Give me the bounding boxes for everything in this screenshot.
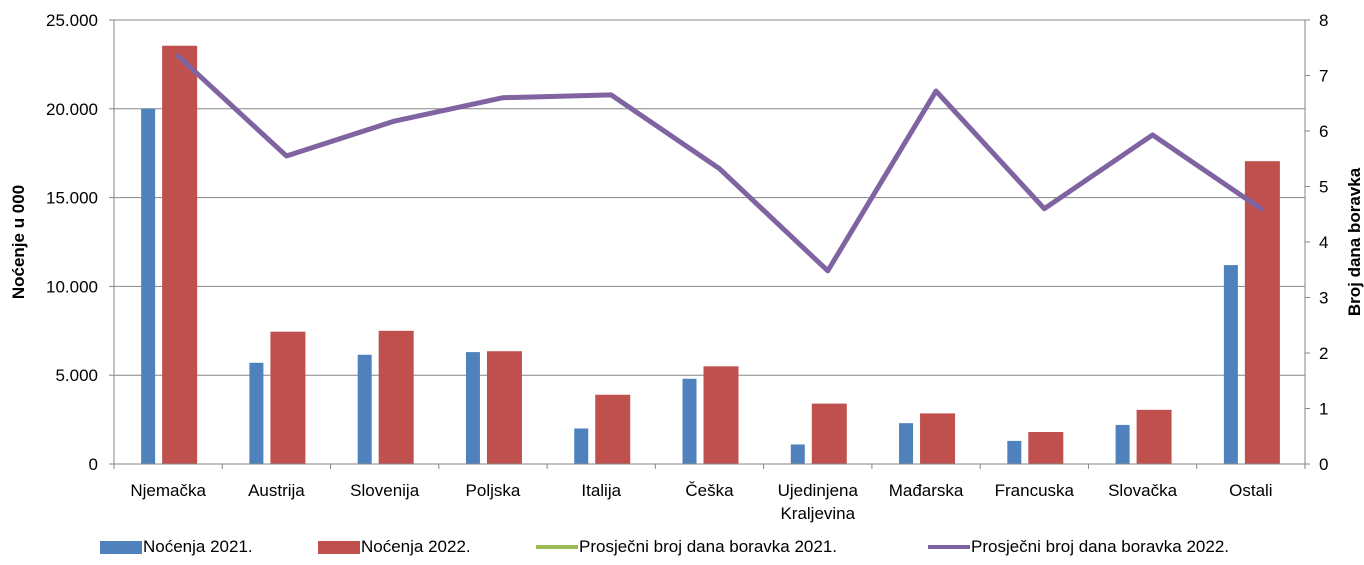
right-tick-label: 7 bbox=[1319, 67, 1328, 86]
bar-2022 bbox=[486, 351, 522, 464]
bar-2022 bbox=[595, 394, 631, 464]
right-tick-label: 4 bbox=[1319, 233, 1328, 252]
x-tick-label-line: Francuska bbox=[995, 481, 1075, 500]
bar-2022 bbox=[270, 331, 306, 464]
legend-label-nocenja-2022: Noćenja 2022. bbox=[361, 537, 471, 556]
bar-2021 bbox=[899, 423, 914, 464]
x-tick-label-line: Mađarska bbox=[889, 481, 964, 500]
legend-item-boravak-2022: Prosječni broj dana boravka 2022. bbox=[928, 537, 1229, 557]
x-tick-label: Ostali bbox=[1229, 481, 1272, 500]
x-tick-label-line: Ujedinjena bbox=[778, 481, 859, 500]
x-tick-label-line: Slovačka bbox=[1108, 481, 1178, 500]
bar-2021 bbox=[1007, 440, 1022, 464]
x-tick-label: Češka bbox=[685, 481, 734, 500]
bar-2021 bbox=[249, 362, 264, 464]
bars bbox=[141, 45, 1280, 465]
right-tick-label: 8 bbox=[1319, 11, 1328, 30]
gridlines bbox=[114, 19, 1305, 376]
y-axis-title: Noćenje u 000 bbox=[9, 185, 28, 299]
left-tick-label: 15.000 bbox=[46, 189, 98, 208]
legend: Noćenja 2021. Noćenja 2022. Prosječni br… bbox=[0, 537, 1364, 563]
right-tick-label: 0 bbox=[1319, 455, 1328, 474]
left-axis-ticks: 0 5.000 10.000 15.000 20.000 25.000 bbox=[46, 11, 114, 474]
x-tick-label-line: Slovenija bbox=[350, 481, 420, 500]
legend-item-boravak-2021: Prosječni broj dana boravka 2021. bbox=[536, 537, 837, 557]
x-tick-label-line: Kraljevina bbox=[780, 504, 855, 523]
bar-2021 bbox=[1115, 424, 1130, 464]
left-tick-label: 5.000 bbox=[55, 366, 98, 385]
x-tick-label: Francuska bbox=[995, 481, 1075, 500]
x-tick-label: Poljska bbox=[466, 481, 521, 500]
bar-2021 bbox=[357, 354, 372, 464]
bar-2022 bbox=[1136, 409, 1172, 464]
bar-2021 bbox=[574, 428, 589, 464]
left-tick-label: 0 bbox=[89, 455, 98, 474]
x-tick-label: Ujedinjena Kraljevina bbox=[778, 481, 859, 523]
x-tick-label-line: Poljska bbox=[466, 481, 521, 500]
x-tick-label: Mađarska bbox=[889, 481, 964, 500]
x-tick-label-line: Ostali bbox=[1229, 481, 1272, 500]
legend-label-boravak-2022: Prosječni broj dana boravka 2022. bbox=[971, 537, 1229, 556]
x-tick-label-line: Češka bbox=[685, 481, 734, 500]
bar-2021 bbox=[141, 108, 156, 465]
bar-2021 bbox=[1223, 265, 1238, 464]
right-axis-ticks: 0 1 2 3 4 5 6 7 8 bbox=[1305, 11, 1328, 474]
right-tick-label: 5 bbox=[1319, 178, 1328, 197]
right-tick-label: 2 bbox=[1319, 344, 1328, 363]
left-tick-label: 25.000 bbox=[46, 11, 98, 30]
y2-axis-title: Broj dana boravka bbox=[1345, 167, 1364, 316]
right-tick-label: 6 bbox=[1319, 122, 1328, 141]
legend-swatch-boravak-2022 bbox=[928, 545, 970, 549]
x-tick-label: Slovačka bbox=[1108, 481, 1178, 500]
x-tick-label-line: Italija bbox=[581, 481, 621, 500]
line-series bbox=[175, 53, 1264, 274]
x-tick-label-line: Austrija bbox=[248, 481, 305, 500]
legend-swatch-nocenja-2021 bbox=[100, 540, 142, 554]
legend-swatch-nocenja-2022 bbox=[318, 540, 360, 554]
x-tick-label: Njemačka bbox=[130, 481, 206, 500]
legend-swatch-boravak-2021 bbox=[536, 545, 578, 549]
x-tick-label-line: Njemačka bbox=[130, 481, 206, 500]
bar-2021 bbox=[790, 444, 805, 464]
bar-2022 bbox=[811, 403, 847, 464]
chart: 0 5.000 10.000 15.000 20.000 25.000 0 1 2 3 4 5 6 7 8… bbox=[9, 11, 1364, 523]
bar-2022 bbox=[703, 366, 739, 464]
x-tick-label: Austrija bbox=[248, 481, 305, 500]
bar-2021 bbox=[682, 378, 697, 464]
left-tick-label: 10.000 bbox=[46, 277, 98, 296]
bar-2022 bbox=[1244, 161, 1280, 464]
lines bbox=[175, 53, 1264, 274]
bar-2022 bbox=[162, 45, 198, 464]
legend-label-boravak-2021: Prosječni broj dana boravka 2021. bbox=[579, 537, 837, 556]
legend-label-nocenja-2021: Noćenja 2021. bbox=[143, 537, 253, 556]
x-axis-ticks: Njemačka Austrija Slovenija Poljska Italija Č… bbox=[113, 464, 1306, 523]
bar-2022 bbox=[920, 413, 956, 464]
bar-2022 bbox=[378, 330, 414, 464]
right-tick-label: 3 bbox=[1319, 289, 1328, 308]
x-tick-label: Slovenija bbox=[350, 481, 420, 500]
legend-item-nocenja-2021: Noćenja 2021. bbox=[100, 537, 253, 557]
x-tick-label: Italija bbox=[581, 481, 621, 500]
bar-2022 bbox=[1028, 432, 1064, 464]
bar-2021 bbox=[465, 352, 480, 464]
legend-item-nocenja-2022: Noćenja 2022. bbox=[318, 537, 471, 557]
left-tick-label: 20.000 bbox=[46, 100, 98, 119]
right-tick-label: 1 bbox=[1319, 400, 1328, 419]
